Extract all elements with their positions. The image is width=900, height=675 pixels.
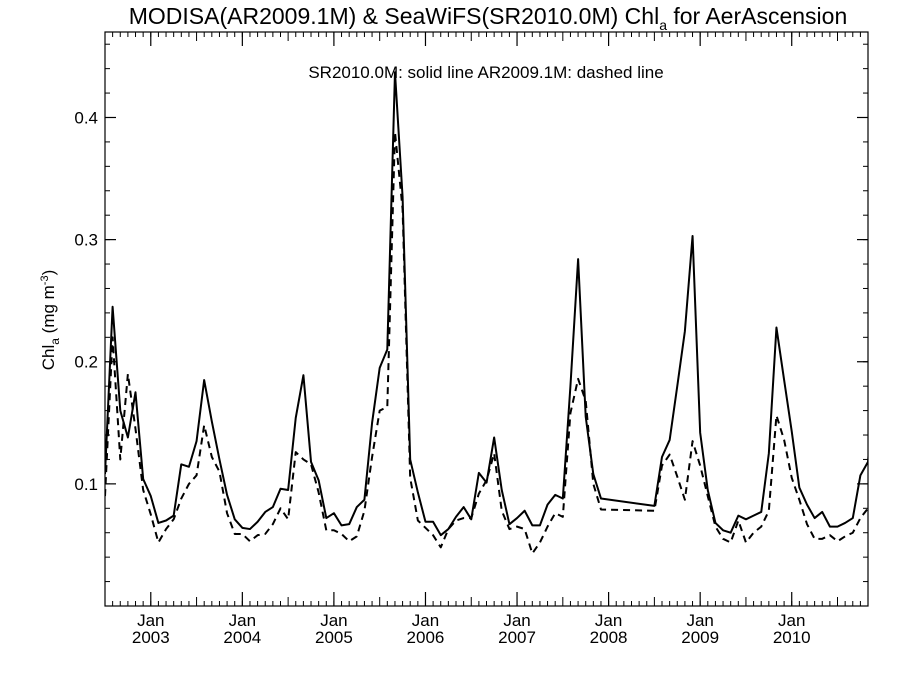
x-tick-month-label: Jan (320, 611, 347, 630)
x-tick-year-label: 2008 (590, 628, 628, 647)
x-tick-year-label: 2003 (132, 628, 170, 647)
chart-title: MODISA(AR2009.1M) & SeaWiFS(SR2010.0M) C… (129, 3, 848, 33)
y-tick-label: 0.4 (74, 108, 98, 127)
x-tick-year-label: 2005 (315, 628, 353, 647)
series-group (105, 71, 868, 555)
y-tick-label: 0.2 (74, 353, 98, 372)
x-tick-month-label: Jan (229, 611, 256, 630)
axes: 0.10.20.30.4Jan2003Jan2004Jan2005Jan2006… (74, 32, 868, 647)
plot-frame (104, 31, 869, 607)
series-line-ar2009-1m (105, 131, 868, 555)
y-tick-label: 0.1 (74, 475, 98, 494)
x-tick-month-label: Jan (595, 611, 622, 630)
x-tick-year-label: 2010 (773, 628, 811, 647)
y-axis-label: Chla (mg m-3) (39, 270, 62, 371)
series-line-sr2010-0m (105, 71, 868, 537)
x-tick-month-label: Jan (503, 611, 530, 630)
x-tick-year-label: 2006 (407, 628, 445, 647)
x-tick-month-label: Jan (778, 611, 805, 630)
x-tick-year-label: 2004 (223, 628, 261, 647)
y-tick-label: 0.3 (74, 231, 98, 250)
x-tick-month-label: Jan (137, 611, 164, 630)
x-tick-month-label: Jan (412, 611, 439, 630)
x-tick-year-label: 2007 (498, 628, 536, 647)
line-style-annotation: SR2010.0M: solid line AR2009.1M: dashed … (308, 63, 663, 82)
x-tick-month-label: Jan (686, 611, 713, 630)
x-tick-year-label: 2009 (681, 628, 719, 647)
